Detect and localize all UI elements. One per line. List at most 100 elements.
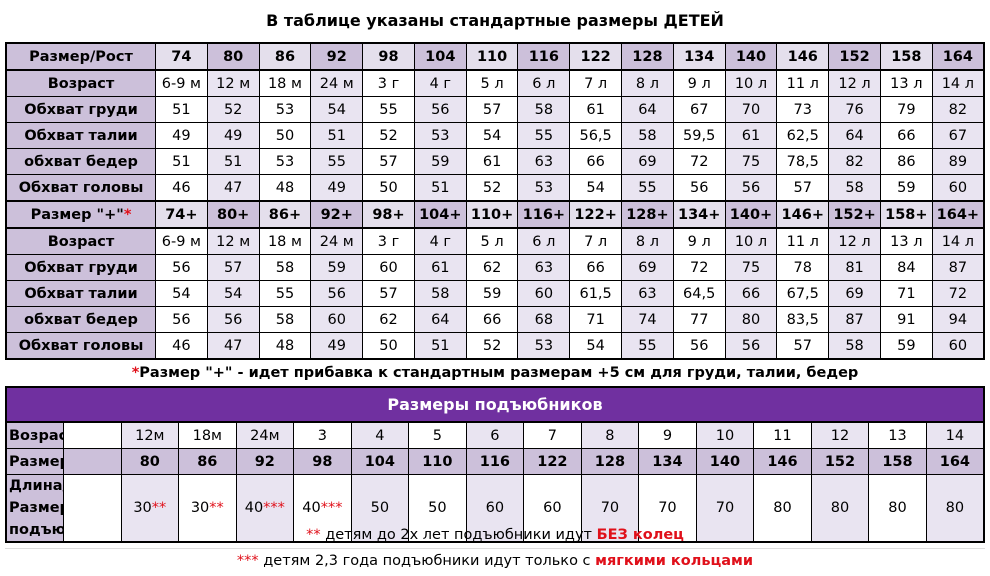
size-header-cell: 128+ [621,200,674,229]
value-cell: 64 [621,96,674,123]
header-row: Размер "+"* 74+ 80+ 86+ 92+ 98+ 104+ 110+ 116+ 12… [5,200,985,229]
value-cell: 70 [580,474,640,543]
length-value: 40 [302,500,321,516]
value-cell: 80 [724,306,778,333]
value-cell: 12 [810,421,870,449]
row-label: Обхват груди [5,254,156,281]
asterisk: * [131,365,140,381]
value-cell: 54 [155,280,208,307]
size-header-cell: 74+ [155,200,208,229]
value-cell: 58 [828,332,881,360]
value-cell: 4 г [413,69,467,97]
size-header-cell: 92+ [310,200,364,229]
value-cell: 66 [569,148,623,175]
value-cell: 56 [724,332,778,360]
size-header-cell: 122+ [569,200,623,229]
value-cell: 80 [120,448,180,475]
value-cell: 24 м [310,69,364,97]
length-value: 60 [485,500,505,516]
value-cell: 53 [517,332,571,360]
table-row: Обхват талии 49 49 50 51 52 53 54 55 56,5 58 59,5 61… [5,122,985,149]
value-cell: 56 [724,174,778,202]
value-cell: 84 [879,254,933,281]
value-cell: 9 [638,421,697,449]
value-cell: 73 [776,96,830,123]
size-header-cell: 116 [517,42,571,71]
value-cell: 63 [517,148,571,175]
value-cell: 6-9 м [155,227,208,255]
value-cell: 67 [672,96,726,123]
size-header-cell: 110 [465,42,519,71]
value-cell: 58 [258,306,312,333]
value-cell: 98 [293,448,352,475]
value-cell: 57 [776,332,830,360]
size-header-cell: 140 [724,42,778,71]
petticoat-size-table: Размеры подъюбников Возраст12м18м24м3456… [5,386,985,543]
size-header-cell: 98+ [362,200,415,229]
value-cell: 5 л [465,69,519,97]
length-value: 50 [428,500,447,516]
size-header-cell: 140+ [724,200,778,229]
value-cell: 57 [776,174,830,202]
value-cell: 69 [621,148,674,175]
value-cell: 87 [931,254,985,281]
length-value: 80 [830,500,850,516]
value-cell: 94 [931,306,985,333]
mark: ** [306,527,321,543]
value-cell: 56 [155,306,208,333]
petticoat-table-title: Размеры подъюбников [5,386,985,423]
row-label: Длина/Размер подъюбника(см) [5,474,65,543]
value-cell: 66 [569,254,623,281]
value-cell: 30** [178,474,237,543]
value-cell: 68 [517,306,571,333]
value-cell: 134 [638,448,697,475]
row-label: Возраст [5,421,65,449]
value-cell: 53 [517,174,571,202]
value-cell: 7 л [569,227,623,255]
value-cell: 14 л [931,227,985,255]
value-cell: 86 [879,148,933,175]
value-cell: 6 л [517,69,571,97]
value-cell: 54 [569,332,623,360]
value-cell: 60 [465,474,525,543]
value-cell: 18м [178,421,237,449]
row-label: обхват бедер [5,148,156,175]
length-value: 80 [773,500,792,516]
value-cell: 54 [465,122,519,149]
value-cell: 164 [925,448,985,475]
size-header-cell: 152 [828,42,881,71]
value-cell: 78,5 [776,148,830,175]
value-cell: 54 [569,174,623,202]
table-row: Обхват груди 51 52 53 54 55 56 57 58 61 64 67 70 73 76… [5,96,985,123]
size-header-cell: 146 [776,42,830,71]
value-cell: 14 л [931,69,985,97]
value-cell: 51 [413,332,467,360]
size-header-cell: 134+ [672,200,726,229]
value-cell: 10 л [724,227,778,255]
value-cell: 55 [258,280,312,307]
value-cell: 55 [621,332,674,360]
size-header-cell: 80 [206,42,260,71]
value-cell: 7 л [569,69,623,97]
value-cell: 56 [413,96,467,123]
value-cell: 62 [465,254,519,281]
footnote-double-asterisk: ** детям до 2х лет подъюбники идут БЕЗ к… [5,523,985,549]
value-cell: 60 [517,280,571,307]
value-cell: 116 [465,448,525,475]
footnote-mark: *** [320,500,343,516]
value-cell: 8 л [621,227,674,255]
value-cell: 61 [465,148,519,175]
value-cell: 60 [362,254,415,281]
value-cell: 52 [206,96,260,123]
size-header-cell: 86+ [258,200,312,229]
table-row: обхват бедер 51 51 53 55 57 59 61 63 66 69 72 75 78,5… [5,148,985,175]
value-cell: 52 [465,332,519,360]
value-cell: 66 [724,280,778,307]
value-cell: 3 г [362,69,415,97]
value-cell: 71 [879,280,933,307]
value-cell: 56 [672,332,726,360]
size-header-cell: 98 [362,42,415,71]
size-header-cell: 104 [413,42,467,71]
